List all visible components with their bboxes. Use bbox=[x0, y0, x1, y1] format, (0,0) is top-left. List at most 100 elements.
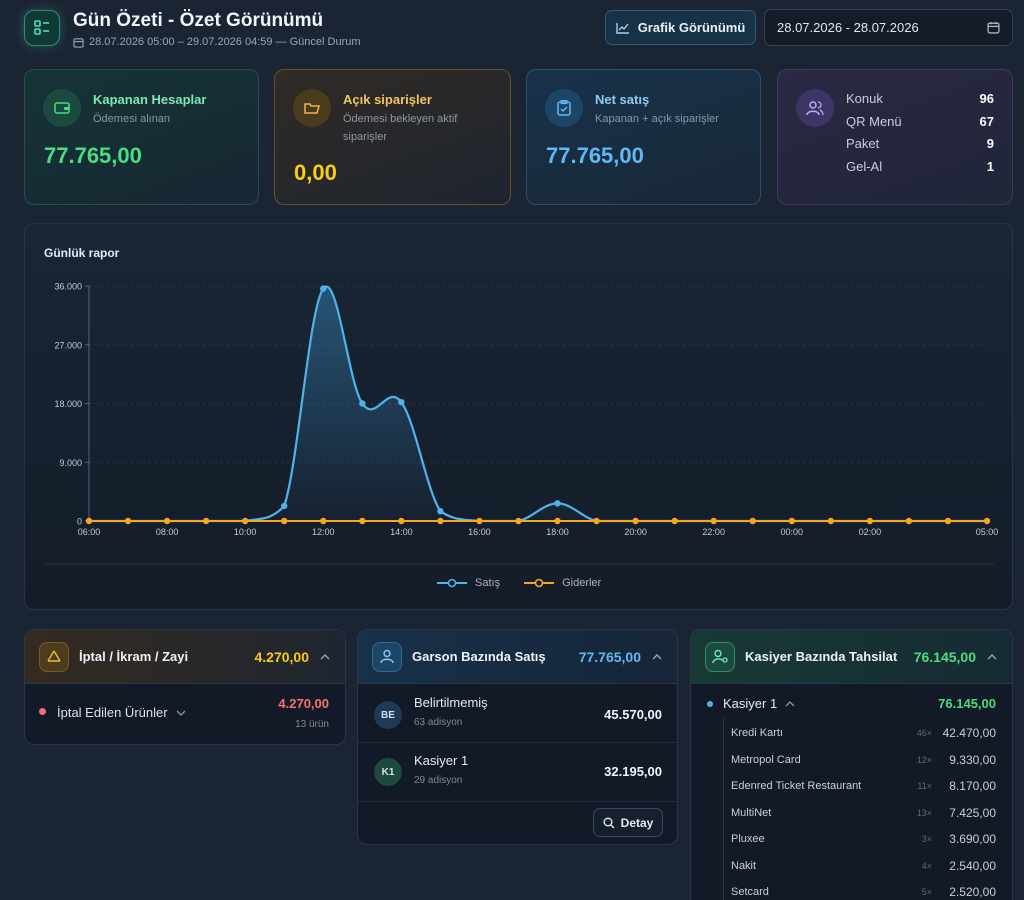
sales-point bbox=[281, 502, 288, 510]
cashier-panel-total: 76.145,00 bbox=[913, 648, 976, 665]
payment-count: 13× bbox=[916, 807, 932, 818]
expenses-point bbox=[359, 517, 366, 525]
legend-label-sales: Satış bbox=[475, 577, 501, 589]
chevron-up-icon[interactable] bbox=[651, 651, 663, 663]
card-title: Kapanan Hesaplar bbox=[93, 92, 207, 107]
cancel-panel-total: 4.270,00 bbox=[254, 648, 310, 665]
y-tick-label: 36.000 bbox=[54, 282, 82, 292]
page-subtitle: 28.07.2026 05:00 – 29.07.2026 04:59 — Gü… bbox=[73, 36, 361, 48]
pax-row-qr-menu: QR Menü 67 bbox=[846, 114, 994, 129]
daily-report-chart: Günlük rapor 0 9.000 18.000 27.000 36.000 06… bbox=[24, 223, 1013, 610]
expenses-point bbox=[671, 517, 678, 525]
payment-amount: 9.330,00 bbox=[949, 752, 996, 767]
x-tick-label: 08:00 bbox=[156, 527, 179, 537]
payment-row: Edenred Ticket Restaurant 11× 8.170,00 bbox=[731, 773, 996, 799]
chevron-up-icon[interactable] bbox=[986, 651, 998, 663]
expenses-point bbox=[749, 517, 756, 525]
legend-item-expenses[interactable]: Giderler bbox=[524, 577, 601, 589]
guest-count-card: Konuk 96 QR Menü 67 Paket 9 Gel-Al 1 bbox=[777, 69, 1013, 205]
waiter-row[interactable]: K1 Kasiyer 1 29 adisyon 32.195,00 bbox=[358, 744, 677, 802]
chevron-up-icon bbox=[785, 700, 795, 706]
cancelled-items-toggle[interactable]: İptal Edilen Ürünler bbox=[57, 705, 186, 720]
legend-label-expenses: Giderler bbox=[562, 577, 602, 589]
payment-row: Metropol Card 12× 9.330,00 bbox=[731, 747, 996, 773]
pax-row-package: Paket 9 bbox=[846, 136, 994, 151]
legend-item-sales[interactable]: Satış bbox=[437, 577, 500, 589]
x-tick-label: 12:00 bbox=[312, 527, 335, 537]
payment-amount: 2.540,00 bbox=[949, 858, 996, 873]
y-tick-label: 9.000 bbox=[59, 458, 82, 468]
closed-accounts-card: Kapanan Hesaplar Ödemesi alınan 77.765,0… bbox=[24, 69, 259, 205]
card-subtitle: Kapanan + açık siparişler bbox=[595, 113, 719, 125]
payment-method-name: Metropol Card bbox=[731, 753, 801, 766]
expenses-point bbox=[983, 517, 991, 525]
card-value: 77.765,00 bbox=[546, 143, 644, 168]
waiter-panel-title: Garson Bazında Satış bbox=[412, 649, 546, 664]
expenses-point bbox=[398, 517, 405, 525]
net-sales-card: Net satış Kapanan + açık siparişler 77.7… bbox=[526, 69, 761, 205]
payment-method-name: MultiNet bbox=[731, 806, 772, 819]
payment-count: 12× bbox=[916, 754, 932, 765]
user-icon bbox=[372, 641, 402, 672]
x-tick-label: 18:00 bbox=[546, 527, 569, 537]
folder-icon bbox=[293, 89, 331, 127]
expenses-point bbox=[437, 517, 444, 525]
expenses-point bbox=[241, 517, 249, 525]
y-tick-label: 27.000 bbox=[54, 340, 82, 350]
expenses-point bbox=[320, 517, 327, 525]
expenses-point bbox=[163, 517, 171, 525]
cancel-panel: İptal / İkram / Zayi 4.270,00 İptal Edil… bbox=[24, 629, 346, 745]
waiter-row[interactable]: BE Belirtilmemiş 63 adisyon 45.570,00 bbox=[358, 685, 677, 743]
date-range-picker[interactable]: 28.07.2026 - 28.07.2026 bbox=[764, 9, 1013, 46]
expenses-point bbox=[632, 517, 639, 525]
expenses-point bbox=[124, 517, 132, 525]
payment-method-name: Edenred Ticket Restaurant bbox=[731, 780, 862, 792]
user-cog-icon bbox=[705, 641, 735, 672]
detail-button[interactable]: Detay bbox=[593, 808, 663, 837]
date-range-value: 28.07.2026 - 28.07.2026 bbox=[777, 20, 919, 35]
detail-button-label: Detay bbox=[620, 815, 654, 830]
payment-row: Kredi Kartı 46× 42.470,00 bbox=[731, 720, 996, 746]
payment-amount: 3.690,00 bbox=[949, 832, 996, 846]
payment-amount: 7.425,00 bbox=[949, 805, 996, 820]
cancel-panel-header[interactable]: İptal / İkram / Zayi 4.270,00 bbox=[25, 630, 345, 684]
payment-method-name: Setcard bbox=[731, 886, 769, 898]
x-tick-label: 16:00 bbox=[468, 527, 491, 537]
app-icon bbox=[24, 10, 60, 46]
card-value: 77.765,00 bbox=[44, 143, 142, 168]
sales-point bbox=[320, 285, 327, 292]
subtitle-text: 28.07.2026 05:00 – 29.07.2026 04:59 — Gü… bbox=[89, 36, 361, 48]
status-dot bbox=[39, 708, 46, 715]
expenses-point bbox=[593, 517, 600, 525]
cancelled-items-label: İptal Edilen Ürünler bbox=[57, 705, 168, 720]
sales-point bbox=[359, 400, 366, 407]
recycle-icon bbox=[39, 641, 69, 672]
cashier-panel-header[interactable]: Kasiyer Bazında Tahsilat 76.145,00 bbox=[691, 630, 1012, 684]
waiter-panel-header[interactable]: Garson Bazında Satış 77.765,00 bbox=[358, 630, 677, 684]
payment-method-name: Kredi Kartı bbox=[731, 727, 783, 739]
expenses-point bbox=[944, 517, 952, 525]
graph-view-button[interactable]: Grafik Görünümü bbox=[605, 10, 756, 45]
waiter-sales-panel: Garson Bazında Satış 77.765,00 BE Belirt… bbox=[357, 629, 678, 845]
line-chart-icon bbox=[615, 22, 629, 34]
payment-count: 3× bbox=[921, 834, 932, 844]
waiter-name: Belirtilmemiş bbox=[414, 695, 488, 710]
expenses-point bbox=[866, 517, 874, 525]
waiter-amount: 45.570,00 bbox=[604, 707, 662, 722]
chart-canvas: 0 9.000 18.000 27.000 36.000 06:00 08:00 10:00… bbox=[45, 282, 999, 565]
x-tick-label: 05:00 bbox=[976, 527, 999, 537]
expenses-point bbox=[202, 517, 210, 525]
expenses-point bbox=[554, 517, 561, 525]
card-subtitle: Ödemesi bekleyen aktif siparişler bbox=[343, 113, 458, 143]
expenses-point bbox=[515, 517, 522, 525]
card-subtitle: Ödemesi alınan bbox=[93, 113, 171, 125]
expenses-point bbox=[476, 517, 483, 525]
divider bbox=[723, 718, 724, 900]
chevron-up-icon[interactable] bbox=[319, 651, 331, 663]
calendar-icon bbox=[73, 37, 84, 48]
cashier-total: 76.145,00 bbox=[938, 696, 996, 711]
cashier-toggle[interactable]: Kasiyer 1 bbox=[723, 696, 795, 711]
payment-row: Setcard 5× 2.520,00 bbox=[731, 879, 996, 900]
waiter-order-count: 29 adisyon bbox=[414, 775, 463, 786]
cancel-panel-title: İptal / İkram / Zayi bbox=[79, 649, 189, 664]
